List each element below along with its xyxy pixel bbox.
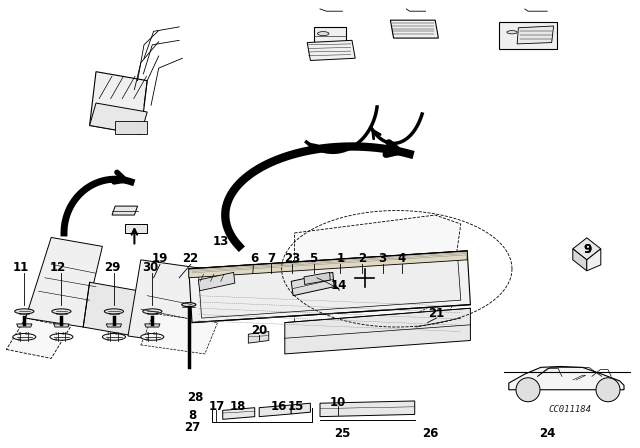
Polygon shape <box>259 405 291 417</box>
Ellipse shape <box>15 309 34 314</box>
Text: 6: 6 <box>251 252 259 266</box>
Text: 8: 8 <box>188 409 196 422</box>
Polygon shape <box>90 72 147 134</box>
Text: 11: 11 <box>12 261 29 275</box>
Text: 1: 1 <box>337 252 344 266</box>
Text: 2: 2 <box>107 338 109 342</box>
Text: 15: 15 <box>287 400 304 414</box>
Polygon shape <box>223 408 255 419</box>
Ellipse shape <box>143 309 162 314</box>
Text: 3: 3 <box>115 332 117 336</box>
Polygon shape <box>509 366 624 390</box>
Text: 16: 16 <box>270 400 287 414</box>
Polygon shape <box>106 324 122 327</box>
Text: 3: 3 <box>153 332 156 336</box>
Polygon shape <box>90 103 147 134</box>
Text: 26: 26 <box>422 427 438 440</box>
Polygon shape <box>54 324 69 327</box>
Polygon shape <box>198 256 461 318</box>
Text: 19: 19 <box>152 252 168 266</box>
Polygon shape <box>83 282 141 336</box>
Ellipse shape <box>507 30 517 34</box>
Polygon shape <box>314 27 346 45</box>
Text: 21: 21 <box>428 307 445 320</box>
Polygon shape <box>499 22 557 49</box>
Polygon shape <box>6 318 70 358</box>
Ellipse shape <box>102 333 125 340</box>
Text: 10: 10 <box>330 396 346 409</box>
Text: 30: 30 <box>142 261 159 275</box>
Text: 28: 28 <box>187 391 204 405</box>
Text: 24: 24 <box>539 427 556 440</box>
Text: 3: 3 <box>379 252 387 266</box>
Text: 5: 5 <box>310 252 317 266</box>
Text: 12: 12 <box>49 261 66 275</box>
Text: 3: 3 <box>62 332 65 336</box>
Text: CC011184: CC011184 <box>548 405 591 414</box>
Ellipse shape <box>104 309 124 314</box>
Polygon shape <box>320 401 415 417</box>
Polygon shape <box>141 314 218 354</box>
Ellipse shape <box>182 303 196 307</box>
Text: 23: 23 <box>284 252 300 266</box>
Text: 9: 9 <box>584 243 591 257</box>
Polygon shape <box>26 237 102 327</box>
Text: 1: 1 <box>107 332 109 336</box>
Polygon shape <box>517 26 554 44</box>
Ellipse shape <box>52 309 71 314</box>
Polygon shape <box>17 324 32 327</box>
Text: 9: 9 <box>584 243 591 257</box>
Text: 20: 20 <box>251 324 268 337</box>
Polygon shape <box>573 238 601 260</box>
Polygon shape <box>397 291 461 336</box>
Polygon shape <box>390 20 438 38</box>
Ellipse shape <box>13 333 36 340</box>
Text: 2: 2 <box>145 338 148 342</box>
Text: 7: 7 <box>268 252 275 266</box>
Text: 3: 3 <box>25 332 28 336</box>
Polygon shape <box>304 272 330 284</box>
Polygon shape <box>189 251 467 278</box>
Polygon shape <box>320 255 416 305</box>
Text: 4: 4 <box>398 252 406 266</box>
Text: 22: 22 <box>182 252 199 266</box>
Polygon shape <box>198 272 235 291</box>
Polygon shape <box>189 251 470 323</box>
Text: 1: 1 <box>54 332 57 336</box>
Text: 17: 17 <box>208 400 225 414</box>
Text: 27: 27 <box>184 421 200 435</box>
Ellipse shape <box>141 333 164 340</box>
Text: 1: 1 <box>17 332 20 336</box>
Polygon shape <box>125 224 147 233</box>
Circle shape <box>596 378 620 402</box>
Polygon shape <box>285 308 470 354</box>
Ellipse shape <box>317 32 329 35</box>
Polygon shape <box>145 324 160 327</box>
Polygon shape <box>291 272 334 296</box>
Text: 18: 18 <box>230 400 246 414</box>
Text: 13: 13 <box>212 235 229 249</box>
Text: 14: 14 <box>331 279 348 293</box>
Polygon shape <box>248 332 269 343</box>
Polygon shape <box>294 215 461 336</box>
Text: 29: 29 <box>104 261 120 275</box>
Polygon shape <box>112 206 138 215</box>
Text: 2: 2 <box>54 338 57 342</box>
Polygon shape <box>115 121 147 134</box>
Polygon shape <box>291 403 310 414</box>
Text: 25: 25 <box>334 427 351 440</box>
Text: 2: 2 <box>358 252 366 266</box>
Ellipse shape <box>50 333 73 340</box>
Polygon shape <box>307 40 355 60</box>
Polygon shape <box>128 260 205 345</box>
Polygon shape <box>573 249 587 271</box>
Text: 2: 2 <box>17 338 20 342</box>
Polygon shape <box>587 249 601 271</box>
Circle shape <box>516 378 540 402</box>
Text: 1: 1 <box>145 332 148 336</box>
